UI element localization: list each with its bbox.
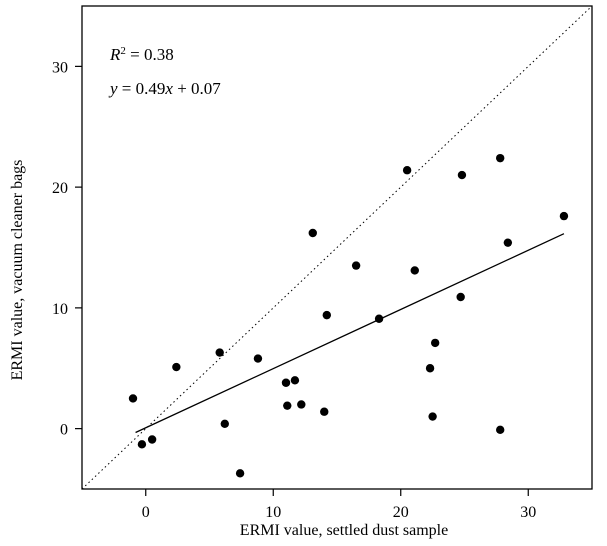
data-point-21 <box>428 412 437 421</box>
data-point-2 <box>137 440 147 449</box>
data-point-25 <box>496 153 505 163</box>
data-point-22 <box>430 338 440 348</box>
equation-x: x <box>164 79 173 98</box>
equation-tail: + 0.07 <box>173 79 221 98</box>
data-point-28 <box>559 211 569 221</box>
data-point-9 <box>281 378 291 387</box>
x-axis-label: ERMI value, settled dust sample <box>240 522 448 539</box>
y-tick-label-20: 20 <box>52 180 68 197</box>
x-tick-label-0: 0 <box>142 504 150 521</box>
x-tick-label-10: 10 <box>265 504 281 521</box>
data-point-24 <box>457 170 467 180</box>
plot-area: 0 10 20 30 0 10 20 30 <box>52 5 593 521</box>
y-axis-label: ERMI value, vacuum cleaner bags <box>9 160 26 381</box>
r2-exponent: 2 <box>120 45 126 57</box>
y-tick-label-0: 0 <box>60 422 68 439</box>
data-point-16 <box>351 261 361 270</box>
data-point-11 <box>290 376 300 385</box>
regression-line <box>135 233 565 434</box>
data-point-13 <box>308 228 317 238</box>
data-point-7 <box>235 469 245 478</box>
equation-y: y <box>108 79 118 98</box>
data-point-23 <box>456 292 465 302</box>
regression-equation: y = 0.49x + 0.07 <box>108 79 221 98</box>
r2-annotation: R2 = 0.38 <box>109 45 174 64</box>
data-point-6 <box>220 419 229 428</box>
data-point-18 <box>402 166 412 175</box>
annotation-group: R2 = 0.38 y = 0.49x + 0.07 <box>108 45 221 98</box>
x-tick-label-20: 20 <box>393 504 409 521</box>
x-tick-label-30: 30 <box>520 504 536 521</box>
data-point-26 <box>496 425 505 435</box>
y-tick-label-30: 30 <box>52 59 68 76</box>
equation-mid: = 0.49 <box>118 79 166 98</box>
data-point-17 <box>374 314 384 323</box>
plot-frame <box>81 5 593 490</box>
y-tick-label-10: 10 <box>52 301 68 318</box>
data-point-20 <box>425 364 435 373</box>
data-point-19 <box>410 266 419 275</box>
data-point-15 <box>322 310 331 320</box>
data-point-1 <box>128 394 138 403</box>
data-point-10 <box>283 401 292 410</box>
data-point-14 <box>320 407 329 416</box>
data-point-4 <box>172 362 181 372</box>
r2-symbol: R <box>109 45 121 64</box>
data-point-12 <box>297 400 306 409</box>
data-point-8 <box>253 354 263 363</box>
data-point-5 <box>215 348 224 357</box>
identity-line <box>82 6 592 489</box>
data-point-27 <box>503 238 513 247</box>
data-point-3 <box>147 435 157 444</box>
r2-value: = 0.38 <box>126 45 174 64</box>
